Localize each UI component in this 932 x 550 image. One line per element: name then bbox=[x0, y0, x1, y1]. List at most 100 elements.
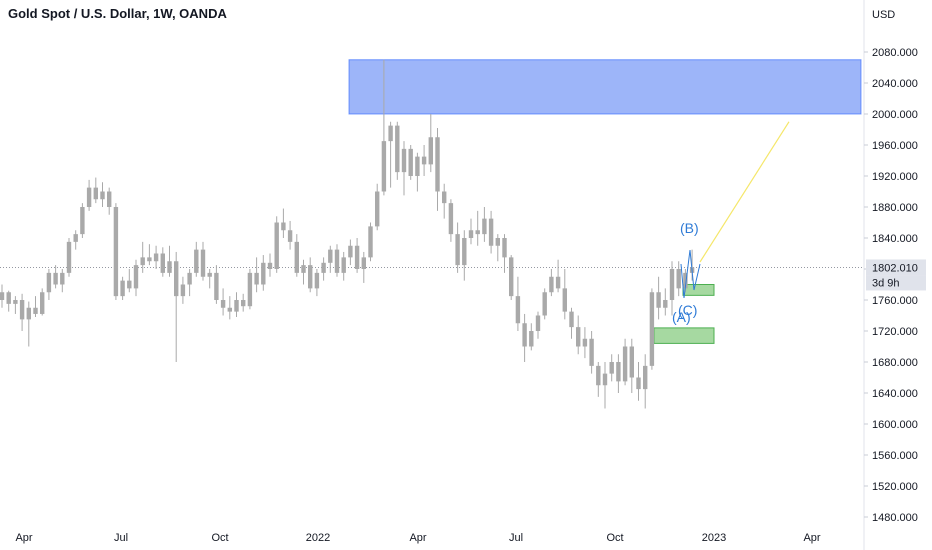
time-tick-label: 2022 bbox=[306, 532, 330, 544]
candle bbox=[522, 313, 527, 362]
time-tick-label: Oct bbox=[211, 532, 228, 544]
candle bbox=[462, 230, 467, 281]
candle bbox=[354, 238, 360, 273]
wave-path bbox=[680, 249, 701, 299]
candle bbox=[26, 301, 31, 347]
candle bbox=[153, 245, 159, 269]
candle bbox=[643, 354, 648, 409]
candle bbox=[629, 338, 634, 393]
price-tick-label: 1560.000 bbox=[872, 450, 918, 462]
candle bbox=[227, 296, 232, 320]
candle bbox=[254, 257, 259, 293]
candle bbox=[482, 207, 487, 242]
candle bbox=[127, 269, 132, 293]
countdown-badge bbox=[866, 275, 926, 291]
price-tick-label: 2040.000 bbox=[872, 78, 918, 90]
candle bbox=[455, 222, 460, 273]
candle bbox=[656, 276, 661, 320]
candle bbox=[147, 244, 152, 266]
chart-title: Gold Spot / U.S. Dollar, 1W, OANDA bbox=[8, 6, 227, 21]
candle bbox=[348, 239, 353, 266]
candle bbox=[569, 307, 574, 339]
projection-line[interactable] bbox=[699, 121, 790, 263]
price-tick-label: 1520.000 bbox=[872, 481, 918, 493]
candle bbox=[401, 141, 407, 196]
support-zone[interactable] bbox=[653, 327, 715, 344]
candle bbox=[582, 327, 588, 359]
candle bbox=[93, 177, 98, 204]
last-price-value: 1802.010 bbox=[872, 262, 918, 274]
candle bbox=[408, 145, 413, 180]
countdown-value: 3d 9h bbox=[872, 277, 900, 289]
time-tick-label: Oct bbox=[606, 532, 623, 544]
candle bbox=[241, 293, 246, 312]
candle bbox=[428, 114, 433, 173]
candle bbox=[576, 315, 581, 355]
resistance-zone[interactable] bbox=[348, 59, 862, 115]
candle bbox=[328, 245, 333, 273]
candle bbox=[468, 218, 474, 245]
time-tick-label: Jul bbox=[509, 532, 523, 544]
candle bbox=[334, 244, 340, 277]
candle bbox=[80, 203, 85, 238]
candle bbox=[133, 259, 139, 297]
candle bbox=[73, 230, 78, 250]
candle bbox=[609, 354, 614, 382]
price-tick-label: 1600.000 bbox=[872, 419, 918, 431]
candle bbox=[220, 288, 226, 316]
wave-label: (A) bbox=[672, 309, 691, 325]
candle bbox=[287, 220, 293, 250]
candle bbox=[261, 255, 266, 291]
candle bbox=[281, 208, 286, 238]
candle bbox=[415, 152, 420, 192]
candle bbox=[120, 276, 125, 300]
candle bbox=[180, 276, 186, 304]
candle bbox=[214, 265, 219, 304]
currency-label: USD bbox=[872, 9, 895, 21]
candle bbox=[509, 255, 514, 300]
price-tick-label: 2000.000 bbox=[872, 109, 918, 121]
candle bbox=[388, 121, 393, 188]
candle bbox=[435, 127, 440, 211]
price-tick-label: 1960.000 bbox=[872, 140, 918, 152]
candle bbox=[361, 251, 366, 283]
candle bbox=[207, 269, 212, 289]
time-tick-label: Jul bbox=[114, 532, 128, 544]
support-zone[interactable] bbox=[682, 284, 715, 296]
candles-layer bbox=[0, 59, 695, 409]
candle bbox=[535, 311, 541, 339]
price-tick-label: 1640.000 bbox=[872, 388, 918, 400]
candle bbox=[341, 251, 346, 281]
candle bbox=[562, 269, 567, 320]
candle bbox=[375, 183, 380, 231]
candle bbox=[234, 292, 239, 318]
candle bbox=[13, 296, 18, 314]
candle bbox=[140, 241, 145, 273]
candle bbox=[33, 296, 38, 318]
candle bbox=[663, 288, 668, 316]
wave-label: (B) bbox=[680, 220, 699, 236]
price-tick-label: 1840.000 bbox=[872, 233, 918, 245]
candle bbox=[86, 179, 92, 211]
candle bbox=[200, 241, 206, 281]
candle bbox=[495, 234, 500, 262]
candle bbox=[160, 247, 165, 277]
price-tick-label: 1480.000 bbox=[872, 512, 918, 524]
candle bbox=[19, 293, 25, 331]
candle bbox=[6, 290, 11, 312]
candle bbox=[321, 257, 326, 281]
candle bbox=[194, 241, 199, 277]
candle bbox=[174, 251, 179, 362]
candle bbox=[60, 269, 65, 293]
price-axis: 2080.000 2040.000 2000.000 1960.000 1920.000… bbox=[864, 47, 926, 524]
time-tick-label: 2023 bbox=[702, 532, 726, 544]
wave-label: (C) bbox=[678, 302, 697, 318]
candle bbox=[502, 234, 507, 273]
candle bbox=[53, 265, 58, 289]
time-tick-label: Apr bbox=[803, 532, 820, 544]
last-price-badge bbox=[866, 259, 926, 276]
price-tick-label: 1920.000 bbox=[872, 171, 918, 183]
candle bbox=[622, 338, 628, 386]
candle bbox=[107, 187, 112, 215]
